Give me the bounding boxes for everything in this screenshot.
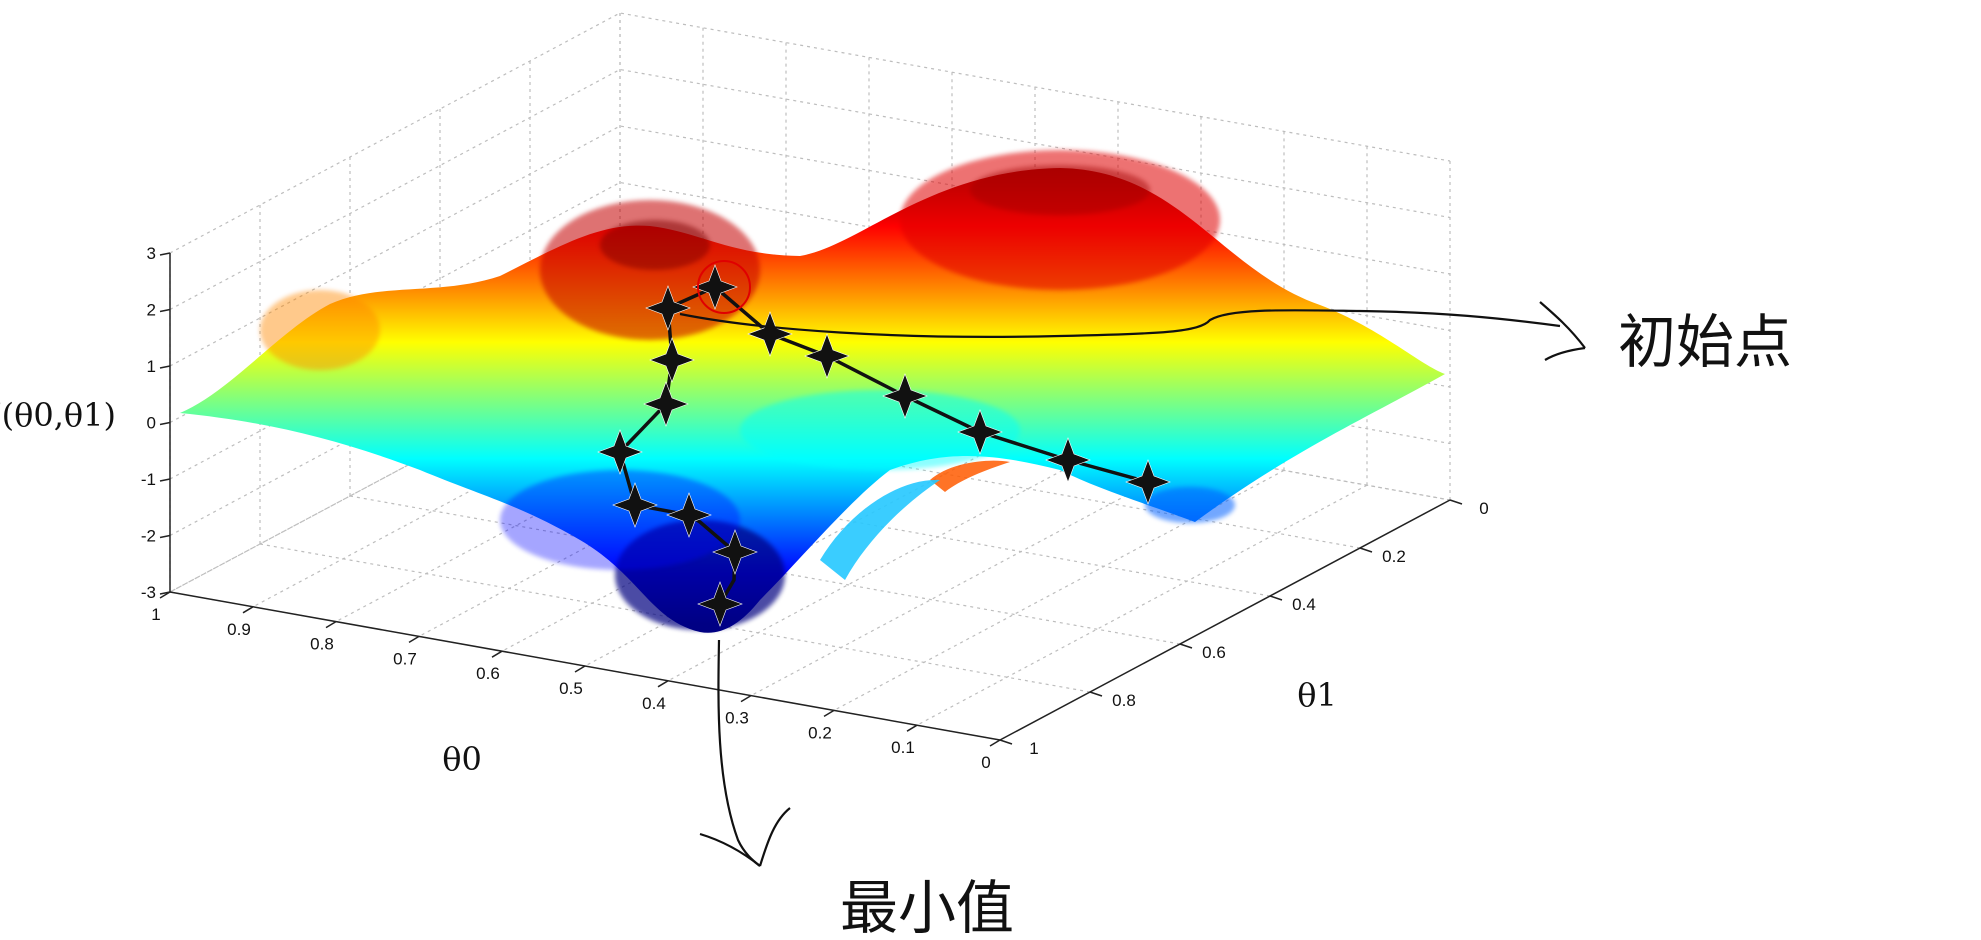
valley-right xyxy=(1145,487,1235,523)
y-tick-label: 1 xyxy=(1029,739,1038,758)
path-step-marker xyxy=(747,311,793,357)
y-tick-label: 0 xyxy=(1479,499,1488,518)
path-markers xyxy=(597,264,1171,627)
start-arrow-line xyxy=(679,309,1561,338)
y-axis-label: θ1 xyxy=(1297,676,1337,714)
x-axis-label: θ0 xyxy=(442,740,482,778)
path-step-marker xyxy=(1045,437,1091,483)
minimum-arrow-line xyxy=(717,639,761,867)
path-step-marker xyxy=(1125,459,1171,505)
x-tick-label: 0.3 xyxy=(725,709,749,728)
y-tick-labels: 0 0.2 0.4 0.6 0.8 1 xyxy=(1029,499,1488,758)
x-tick-label: 0.4 xyxy=(642,694,666,713)
start-point-annotation: 初始点 xyxy=(1618,308,1792,376)
x-tick-label: 0.6 xyxy=(476,664,500,683)
side-bump xyxy=(260,290,380,370)
start-arrow-head xyxy=(1539,301,1586,361)
z-tick-label: 2 xyxy=(147,301,156,320)
z-tick-label: 0 xyxy=(147,414,156,433)
x-tick-label: 0.5 xyxy=(559,679,583,698)
z-tick-label: 3 xyxy=(147,244,156,263)
x-tick-label: 0.7 xyxy=(393,649,417,668)
minimum-annotation: 最小值 xyxy=(840,874,1014,940)
y-tick-label: 0.6 xyxy=(1202,643,1226,662)
path-step-marker xyxy=(692,264,738,310)
x-tick-label: 0 xyxy=(981,753,990,772)
start-point-circle xyxy=(697,260,751,314)
x-tick-label: 0.8 xyxy=(310,635,334,654)
y-tick-label: 0.8 xyxy=(1112,691,1136,710)
x-tick-label: 1 xyxy=(151,605,160,624)
path-step-marker xyxy=(666,492,712,538)
minimum-arrow-head xyxy=(699,807,791,867)
path-step-marker xyxy=(697,581,743,627)
x-tick-label: 0.2 xyxy=(808,723,832,742)
z-tick-label: -3 xyxy=(141,583,156,602)
path-step-marker xyxy=(645,285,691,331)
path-step-marker xyxy=(612,482,658,528)
path-step-marker xyxy=(712,529,758,575)
valley-blue xyxy=(500,470,740,570)
path-step-marker xyxy=(649,337,695,383)
surface-fold xyxy=(930,460,1010,492)
path-step-marker xyxy=(957,409,1003,455)
y-tick-label: 0.4 xyxy=(1292,595,1316,614)
z-axis-label: J(θ0,θ1) xyxy=(0,396,116,434)
y-tick-label: 0.2 xyxy=(1382,547,1406,566)
path-step-marker xyxy=(597,429,643,475)
z-tick-label: -1 xyxy=(141,470,156,489)
axis-lines xyxy=(159,252,1463,747)
hill-left-peak xyxy=(600,220,710,270)
x-tick-label: 0.1 xyxy=(891,738,915,757)
z-tick-label: -2 xyxy=(141,527,156,546)
path-step-marker xyxy=(643,381,689,427)
surface-fold-inner xyxy=(820,479,940,580)
z-tick-label: 1 xyxy=(147,357,156,376)
path-step-marker xyxy=(882,373,928,419)
x-tick-labels: 1 0.9 0.8 0.7 0.6 0.5 0.4 0.3 0.2 0.1 0 xyxy=(151,605,990,772)
path-step-marker xyxy=(804,333,850,379)
cost-surface xyxy=(180,150,1445,633)
hill-right-peak xyxy=(970,165,1150,215)
x-tick-label: 0.9 xyxy=(227,620,251,639)
valley-cyan xyxy=(740,390,1020,470)
z-tick-labels: 3 2 1 0 -1 -2 -3 xyxy=(141,244,156,602)
